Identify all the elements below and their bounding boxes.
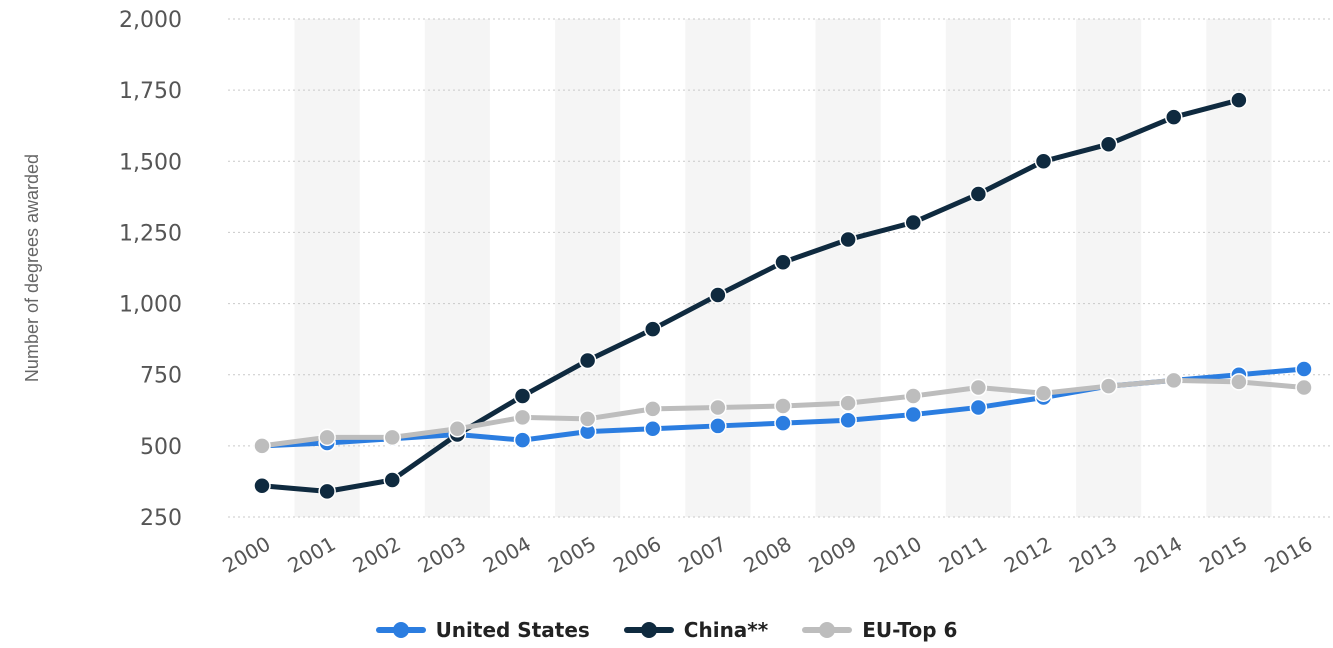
column-bands bbox=[294, 19, 1272, 517]
y-tick-label: 1,250 bbox=[119, 221, 182, 246]
x-tick-label: 2004 bbox=[479, 532, 535, 578]
legend-label: China** bbox=[683, 618, 769, 642]
x-tick-label: 2007 bbox=[674, 532, 730, 578]
column-band bbox=[815, 19, 881, 517]
data-point bbox=[774, 397, 792, 415]
y-tick-label: 750 bbox=[140, 364, 182, 389]
x-tick-label: 2015 bbox=[1195, 532, 1251, 578]
legend-marker bbox=[392, 622, 409, 638]
data-point bbox=[839, 394, 857, 412]
data-point bbox=[839, 411, 857, 429]
data-point bbox=[774, 253, 792, 272]
data-point bbox=[513, 387, 532, 405]
data-point bbox=[904, 213, 922, 232]
x-tick-label: 2013 bbox=[1065, 532, 1121, 578]
y-gridlines bbox=[228, 18, 1330, 518]
data-point bbox=[1295, 360, 1313, 378]
legend-swatch bbox=[375, 622, 426, 638]
data-point bbox=[969, 185, 988, 203]
data-point bbox=[1230, 91, 1248, 109]
data-point bbox=[1034, 152, 1053, 171]
x-tick-label: 2009 bbox=[805, 532, 861, 578]
data-point bbox=[774, 414, 792, 432]
data-point bbox=[969, 378, 988, 397]
data-point bbox=[1295, 378, 1313, 397]
y-tick-labels: 250 500 750 1,000 1,250 1,500 1,750 2,000 bbox=[119, 8, 182, 531]
x-tick-label: 2002 bbox=[349, 532, 405, 578]
column-band bbox=[945, 19, 1011, 517]
legend-item[interactable]: United States bbox=[375, 618, 590, 642]
legend-marker bbox=[640, 622, 657, 638]
data-point bbox=[383, 471, 401, 489]
y-tick-label: 1,750 bbox=[119, 79, 182, 104]
data-point bbox=[709, 417, 727, 435]
x-tick-label: 2003 bbox=[414, 532, 470, 578]
x-tick-label: 2011 bbox=[935, 532, 991, 578]
data-point bbox=[1230, 373, 1248, 391]
data-point bbox=[578, 351, 597, 370]
legend-swatch bbox=[802, 622, 853, 638]
data-point bbox=[513, 431, 532, 449]
series-china bbox=[253, 91, 1248, 501]
x-tick-labels: 2000 2001 2002 2003 2004 2005 2006 2007 2008 2009… bbox=[218, 532, 1316, 578]
data-point bbox=[448, 420, 467, 438]
x-tick-label: 2010 bbox=[870, 532, 926, 578]
column-band bbox=[1076, 19, 1142, 517]
data-point bbox=[904, 405, 922, 424]
column-band bbox=[555, 19, 621, 517]
data-point bbox=[904, 387, 922, 405]
series-eu-top-6 bbox=[253, 371, 1313, 455]
legend-item[interactable]: China** bbox=[623, 618, 769, 642]
data-point bbox=[1099, 135, 1118, 153]
data-point bbox=[1165, 108, 1183, 126]
data-point bbox=[709, 286, 727, 304]
legend-label: EU-Top 6 bbox=[862, 618, 958, 642]
data-point bbox=[383, 428, 401, 447]
data-point bbox=[513, 408, 532, 427]
y-tick-label: 250 bbox=[140, 506, 182, 531]
legend: United States China** EU-Top 6 bbox=[0, 618, 1333, 642]
column-band bbox=[685, 19, 751, 517]
data-point bbox=[1099, 377, 1118, 395]
series-group bbox=[253, 91, 1313, 501]
legend-marker bbox=[819, 622, 836, 638]
data-point bbox=[709, 398, 727, 417]
y-tick-label: 500 bbox=[140, 435, 182, 460]
data-point bbox=[1034, 384, 1053, 402]
x-tick-label: 2014 bbox=[1130, 532, 1186, 578]
y-tick-label: 2,000 bbox=[119, 8, 182, 33]
data-point bbox=[644, 420, 662, 438]
data-point bbox=[318, 482, 336, 501]
x-tick-label: 2000 bbox=[218, 532, 274, 578]
legend-swatch bbox=[623, 622, 674, 638]
x-tick-label: 2008 bbox=[739, 532, 795, 578]
x-tick-label: 2001 bbox=[284, 532, 340, 578]
data-point bbox=[644, 320, 662, 338]
x-tick-label: 2016 bbox=[1260, 532, 1316, 578]
data-point bbox=[644, 400, 662, 418]
data-point bbox=[839, 230, 857, 249]
data-point bbox=[578, 410, 597, 428]
y-tick-label: 1,000 bbox=[119, 293, 182, 318]
data-point bbox=[969, 398, 988, 417]
legend-label: United States bbox=[435, 618, 590, 642]
y-axis-label: Number of degrees awarded bbox=[22, 154, 42, 382]
data-point bbox=[318, 428, 336, 447]
x-tick-label: 2005 bbox=[544, 532, 600, 578]
series-line bbox=[259, 97, 1242, 494]
data-point bbox=[1165, 371, 1183, 390]
y-tick-label: 1,500 bbox=[119, 150, 182, 175]
x-tick-label: 2006 bbox=[609, 532, 665, 578]
data-point bbox=[253, 437, 271, 455]
data-point bbox=[253, 476, 271, 495]
legend-item[interactable]: EU-Top 6 bbox=[802, 618, 957, 642]
x-tick-label: 2012 bbox=[1000, 532, 1056, 578]
